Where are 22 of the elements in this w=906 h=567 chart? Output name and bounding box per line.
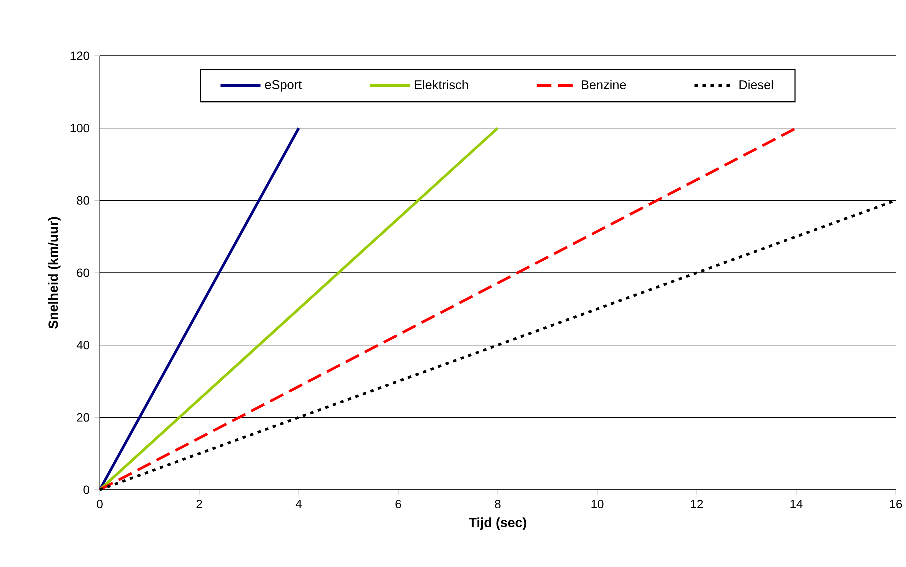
legend-label: Elektrisch	[415, 80, 468, 90]
y-tick-label: 20	[77, 413, 90, 422]
x-tick-label: 4	[296, 500, 302, 508]
x-tick-label: 12	[691, 500, 704, 508]
x-tick-label: 0	[97, 500, 103, 509]
legend-label: Benzine	[582, 80, 626, 90]
x-axis-title: Tijd (sec)	[469, 518, 526, 530]
x-tick-label: 10	[592, 500, 604, 509]
y-tick-label: 100	[70, 124, 90, 133]
x-tick-label: 16	[890, 500, 902, 509]
y-tick-label: 60	[77, 268, 90, 278]
y-tick-label: 80	[77, 196, 90, 205]
y-axis-title: Snelheid (km/uur)	[48, 217, 61, 329]
x-tick-label: 2	[196, 500, 202, 508]
x-tick-label: 8	[495, 500, 501, 509]
x-tick-label: 6	[396, 500, 402, 509]
legend-label: Diesel	[740, 80, 774, 90]
y-tick-label: 120	[70, 52, 90, 60]
y-tick-label: 40	[76, 341, 90, 350]
x-tick-label: 14	[790, 500, 803, 508]
y-tick-label: 0	[84, 486, 90, 494]
legend-label: eSport	[265, 80, 302, 92]
